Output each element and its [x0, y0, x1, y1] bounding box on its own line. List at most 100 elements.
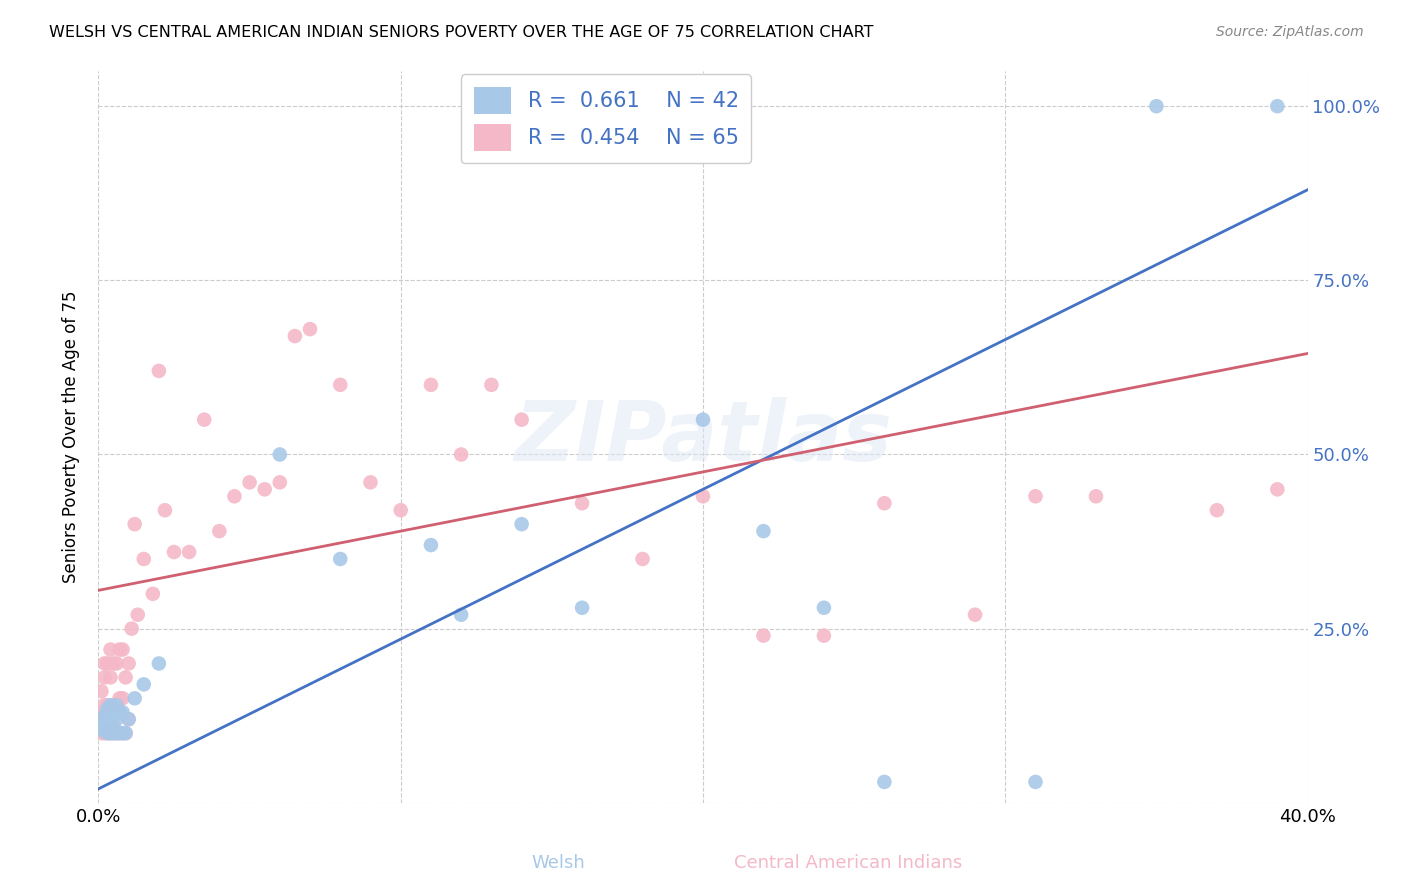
Point [253, 483, 276, 497]
Point [108, 691, 131, 706]
Text: Source: ZipAtlas.com: Source: ZipAtlas.com [1216, 25, 1364, 39]
Point [752, 629, 775, 643]
Point [450, 607, 472, 622]
Point [93, 723, 115, 737]
Point [571, 496, 593, 510]
Point [103, 719, 125, 733]
Point [96, 726, 118, 740]
Point [90, 705, 112, 719]
Y-axis label: Seniors Poverty Over the Age of 75: Seniors Poverty Over the Age of 75 [62, 291, 80, 583]
Point [148, 657, 170, 671]
Point [299, 322, 322, 336]
Point [90, 712, 112, 726]
Point [148, 364, 170, 378]
Point [124, 517, 146, 532]
Point [1267, 483, 1289, 497]
Point [96, 702, 118, 716]
Point [813, 629, 835, 643]
Point [108, 705, 131, 719]
Point [105, 726, 128, 740]
Point [1267, 99, 1289, 113]
Point [124, 691, 146, 706]
Point [111, 691, 134, 706]
Point [100, 726, 122, 740]
Point [100, 726, 122, 740]
Point [873, 775, 896, 789]
Point [100, 642, 122, 657]
Point [1085, 489, 1108, 503]
Point [90, 684, 112, 698]
Point [111, 642, 134, 657]
Point [329, 377, 352, 392]
Point [93, 726, 115, 740]
Point [224, 489, 246, 503]
Point [103, 657, 125, 671]
Point [571, 600, 593, 615]
Point [114, 726, 136, 740]
Point [100, 698, 122, 713]
Point [100, 712, 122, 726]
Point [269, 448, 291, 462]
Point [389, 503, 412, 517]
Point [103, 726, 125, 740]
Point [121, 622, 143, 636]
Point [111, 726, 134, 740]
Point [153, 503, 176, 517]
Point [103, 698, 125, 713]
Point [96, 719, 118, 733]
Point [692, 489, 714, 503]
Point [179, 545, 201, 559]
Point [132, 677, 155, 691]
Point [90, 715, 112, 730]
Point [93, 708, 115, 723]
Point [96, 712, 118, 726]
Point [132, 552, 155, 566]
Point [100, 719, 122, 733]
Point [631, 552, 654, 566]
Point [93, 670, 115, 684]
Point [96, 698, 118, 713]
Point [96, 657, 118, 671]
Point [118, 657, 141, 671]
Point [100, 670, 122, 684]
Point [329, 552, 352, 566]
Point [163, 545, 186, 559]
Point [193, 412, 215, 426]
Point [1024, 489, 1046, 503]
Point [208, 524, 231, 538]
Point [142, 587, 165, 601]
Point [108, 726, 131, 740]
Point [111, 705, 134, 719]
Point [108, 726, 131, 740]
Point [103, 705, 125, 719]
Point [105, 657, 128, 671]
Point [103, 726, 125, 740]
Point [510, 412, 533, 426]
Point [90, 723, 112, 737]
Point [111, 726, 134, 740]
Point [96, 726, 118, 740]
Point [127, 607, 149, 622]
Point [93, 715, 115, 730]
Point [118, 712, 141, 726]
Point [90, 726, 112, 740]
Point [118, 712, 141, 726]
Point [360, 475, 382, 490]
Point [284, 329, 307, 343]
Text: ZIPatlas: ZIPatlas [515, 397, 891, 477]
Point [114, 670, 136, 684]
Point [873, 496, 896, 510]
Point [510, 517, 533, 532]
Point [692, 412, 714, 426]
Point [420, 377, 443, 392]
Legend: R =  0.661    N = 42, R =  0.454    N = 65: R = 0.661 N = 42, R = 0.454 N = 65 [461, 74, 751, 163]
Point [105, 698, 128, 713]
Point [114, 726, 136, 740]
Point [420, 538, 443, 552]
Point [1144, 99, 1167, 113]
Point [1206, 503, 1229, 517]
Point [239, 475, 262, 490]
Point [965, 607, 987, 622]
Point [108, 642, 131, 657]
Text: WELSH VS CENTRAL AMERICAN INDIAN SENIORS POVERTY OVER THE AGE OF 75 CORRELATION : WELSH VS CENTRAL AMERICAN INDIAN SENIORS… [49, 25, 873, 40]
